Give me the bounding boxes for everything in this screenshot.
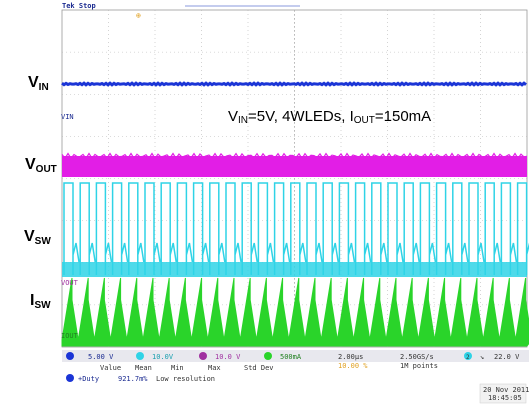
measure-header-mean: Mean xyxy=(135,364,152,372)
measure-value: 921.7m% xyxy=(118,375,148,383)
ch2-badge[interactable] xyxy=(136,352,144,360)
trace-label-sub: OUT xyxy=(35,164,57,175)
trace-label-sub: IN xyxy=(38,82,49,93)
trace-vsw xyxy=(63,182,529,275)
measure-header-min: Min xyxy=(171,364,184,372)
trigger-level[interactable]: 22.0 V xyxy=(494,353,520,361)
condition-vin-value: =5V, 4WLEDs, I xyxy=(248,108,354,125)
trace-vsw-floor xyxy=(62,262,527,277)
ch4-scale[interactable]: 500mA xyxy=(280,353,302,361)
ch4-badge[interactable] xyxy=(264,352,272,360)
trace-vin xyxy=(61,81,527,87)
ch2-scale[interactable]: 10.0V xyxy=(152,353,174,361)
measure-header-max: Max xyxy=(208,364,221,372)
condition-vin-label: V xyxy=(228,108,239,125)
trace-vout-band xyxy=(62,156,527,177)
trace-label-sub: SW xyxy=(34,236,51,247)
trace-label-vsw: VSW xyxy=(24,228,51,247)
ch3-scale[interactable]: 10.0 V xyxy=(215,353,241,361)
trace-label-main: V xyxy=(24,228,35,245)
trigger-position-marker: ⊕ xyxy=(136,11,141,20)
ch1-badge[interactable] xyxy=(66,352,74,360)
graticule xyxy=(61,9,528,348)
channel-marker-vin: VIN xyxy=(61,113,74,121)
measure-note: Low resolution xyxy=(156,375,215,383)
test-condition-annotation: VIN=5V, 4WLEDs, IOUT=150mA xyxy=(228,108,431,126)
trace-isw xyxy=(61,277,529,347)
measure-header-value: Value xyxy=(100,364,121,372)
datetime-box xyxy=(479,383,527,404)
trace-label-main: I xyxy=(30,292,35,309)
measure-channel-badge[interactable] xyxy=(66,374,74,382)
trace-label-main: V xyxy=(25,156,36,173)
trace-vout-noise xyxy=(61,152,528,160)
trace-label-isw: ISW xyxy=(30,292,51,311)
time-readout: 18:45:05 xyxy=(488,394,522,402)
measure-header-stddev: Std Dev xyxy=(244,364,274,372)
measure-name: +Duty xyxy=(78,375,99,383)
timebase[interactable]: 2.00µs xyxy=(338,353,363,361)
trigger-position: 10.00 % xyxy=(338,362,368,370)
scope-status: Tek Stop xyxy=(62,2,96,10)
channel-marker-vout: VOUT xyxy=(61,279,79,287)
waveform-traces xyxy=(61,81,529,347)
trigger-channel: 2 xyxy=(466,354,470,361)
trace-label-vout: VOUT xyxy=(25,156,57,175)
trigger-channel-badge[interactable] xyxy=(464,352,472,360)
sample-rate: 2.50GS/s xyxy=(400,353,434,361)
record-length: 1M points xyxy=(400,362,438,370)
channel-marker-iout: IOUT xyxy=(61,332,79,340)
condition-iout-sub: OUT xyxy=(353,115,375,126)
condition-vin-sub: IN xyxy=(238,115,249,126)
date-readout: 20 Nov 2011 xyxy=(483,386,529,394)
trace-label-main: V xyxy=(28,74,39,91)
trace-label-sub: SW xyxy=(34,300,51,311)
trace-label-vin: VIN xyxy=(28,74,49,93)
ch3-badge[interactable] xyxy=(199,352,207,360)
trigger-slope-icon: ↘ xyxy=(480,353,484,361)
ch1-scale[interactable]: 5.00 V xyxy=(88,353,114,361)
channel-bar xyxy=(62,350,529,362)
condition-iout-value: =150mA xyxy=(374,108,432,125)
